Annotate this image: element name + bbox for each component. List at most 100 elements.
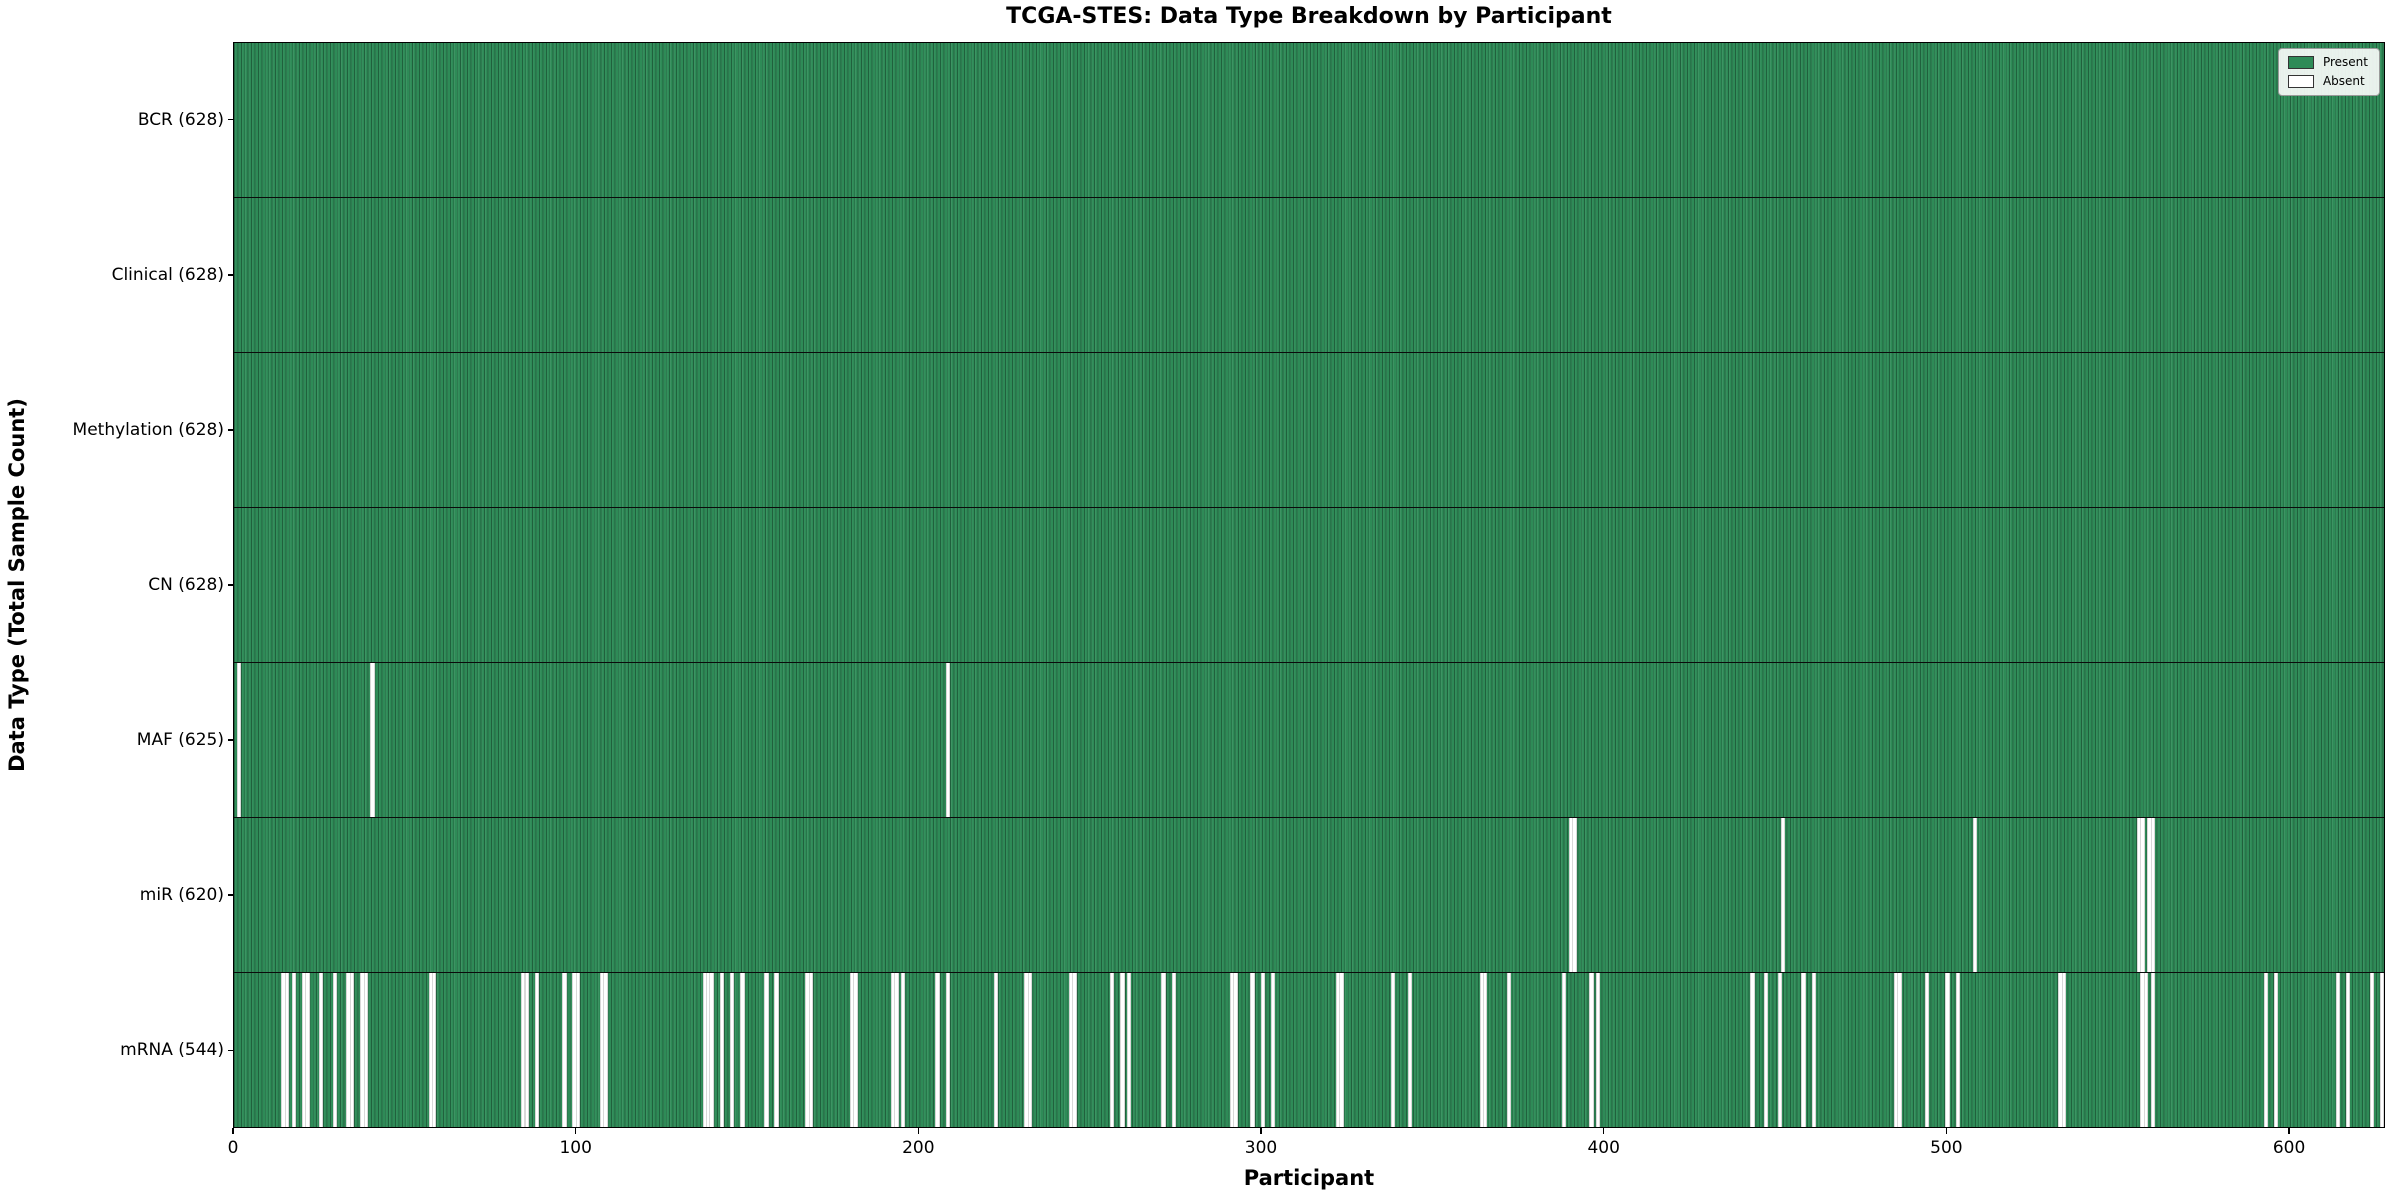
absent-stripe — [2273, 973, 2279, 1127]
absent-stripe — [853, 973, 858, 1127]
absent-stripe — [1811, 973, 1817, 1127]
absent-stripe — [2335, 973, 2340, 1127]
row-mir — [234, 817, 2384, 972]
absent-stripe — [1507, 973, 1512, 1127]
absent-stripe — [1479, 973, 1485, 1127]
absent-stripe — [945, 973, 950, 1127]
absent-stripe — [1407, 973, 1413, 1127]
legend-item-present: Present — [2287, 55, 2368, 69]
absent-stripe — [808, 973, 814, 1127]
absent-stripe — [894, 973, 899, 1127]
absent-stripe — [301, 973, 307, 1127]
absent-stripe — [1171, 973, 1176, 1127]
y-tick-mark — [228, 894, 233, 897]
absent-stripe — [521, 973, 526, 1127]
absent-stripe — [346, 973, 351, 1127]
row-cn — [234, 507, 2384, 662]
absent-stripe — [1161, 973, 1166, 1127]
legend-label-absent: Absent — [2322, 74, 2365, 88]
row-mrna — [234, 972, 2384, 1127]
absent-stripe — [945, 663, 950, 817]
absent-stripe — [1893, 973, 1899, 1127]
legend-label-present: Present — [2322, 55, 2368, 69]
y-tick-label: CN (628) — [148, 575, 224, 595]
y-axis-label: Data Type (Total Sample Count) — [5, 398, 29, 772]
absent-stripe — [1120, 973, 1125, 1127]
absent-stripe — [719, 973, 725, 1127]
absent-stripe — [1068, 973, 1074, 1127]
absent-stripe — [428, 973, 434, 1127]
absent-stripe — [603, 973, 608, 1127]
absent-stripe — [1127, 973, 1132, 1127]
x-tick-mark — [1945, 1128, 1948, 1134]
absent-stripe — [901, 973, 906, 1127]
absent-stripe — [805, 973, 810, 1127]
absent-stripe — [363, 973, 368, 1127]
absent-stripe — [575, 973, 581, 1127]
absent-stripe — [1483, 973, 1488, 1127]
x-tick-label: 600 — [2272, 1138, 2306, 1158]
absent-stripe — [1801, 973, 1806, 1127]
absent-stripe — [2137, 818, 2142, 972]
absent-stripe — [349, 973, 355, 1127]
absent-stripe — [1024, 973, 1029, 1127]
absent-stripe — [729, 973, 735, 1127]
absent-stripe — [1260, 973, 1265, 1127]
absent-stripe — [709, 973, 714, 1127]
absent-stripe — [332, 973, 338, 1127]
y-tick-mark — [228, 1049, 233, 1052]
absent-stripe — [599, 973, 605, 1127]
absent-stripe — [432, 973, 437, 1127]
absent-stripe — [284, 973, 290, 1127]
absent-stripe — [1027, 973, 1033, 1127]
x-tick-mark — [2288, 1128, 2290, 1134]
absent-stripe — [890, 973, 896, 1127]
absent-stripe — [534, 973, 540, 1127]
x-tick-mark — [917, 1128, 920, 1134]
absent-stripe — [993, 973, 998, 1127]
absent-stripe — [1763, 973, 1769, 1127]
absent-stripe — [1955, 973, 1960, 1127]
absent-stripe — [2061, 973, 2067, 1127]
x-tick-label: 500 — [1930, 1138, 1963, 1158]
y-tick-mark — [228, 429, 233, 431]
absent-stripe — [1897, 973, 1902, 1127]
x-tick-label: 400 — [1587, 1138, 1620, 1158]
absent-stripe — [524, 973, 529, 1127]
absent-stripe — [2143, 973, 2149, 1127]
absent-stripe — [1568, 818, 1574, 972]
x-tick-label: 300 — [1244, 1138, 1278, 1158]
absent-stripe — [1335, 973, 1341, 1127]
rows-container — [234, 43, 2384, 1127]
absent-stripe — [1777, 973, 1782, 1127]
absent-stripe — [2140, 973, 2145, 1127]
present-swatch-icon — [2287, 56, 2314, 69]
row-clinical — [234, 197, 2384, 352]
absent-stripe — [1229, 973, 1235, 1127]
absent-swatch-icon — [2287, 75, 2314, 88]
x-tick-label: 200 — [902, 1138, 935, 1158]
absent-stripe — [305, 973, 310, 1127]
y-tick-mark — [228, 118, 233, 121]
x-tick-mark — [574, 1128, 577, 1134]
absent-stripe — [360, 973, 365, 1127]
row-maf — [234, 662, 2384, 817]
legend-item-absent: Absent — [2287, 74, 2368, 88]
absent-stripe — [281, 973, 286, 1127]
absent-stripe — [2369, 973, 2375, 1127]
absent-stripe — [935, 973, 940, 1127]
absent-stripe — [1945, 973, 1950, 1127]
x-tick-mark — [1260, 1128, 1262, 1134]
absent-stripe — [2380, 973, 2384, 1127]
absent-stripe — [1572, 818, 1577, 972]
absent-stripe — [2058, 973, 2063, 1127]
absent-stripe — [2140, 818, 2145, 972]
absent-stripe — [1109, 973, 1115, 1127]
absent-stripe — [1072, 973, 1077, 1127]
absent-stripe — [1972, 818, 1978, 972]
x-tick-mark — [232, 1128, 234, 1134]
absent-stripe — [2147, 818, 2152, 972]
absent-stripe — [1390, 973, 1396, 1127]
y-tick-label: MAF (625) — [136, 730, 224, 751]
